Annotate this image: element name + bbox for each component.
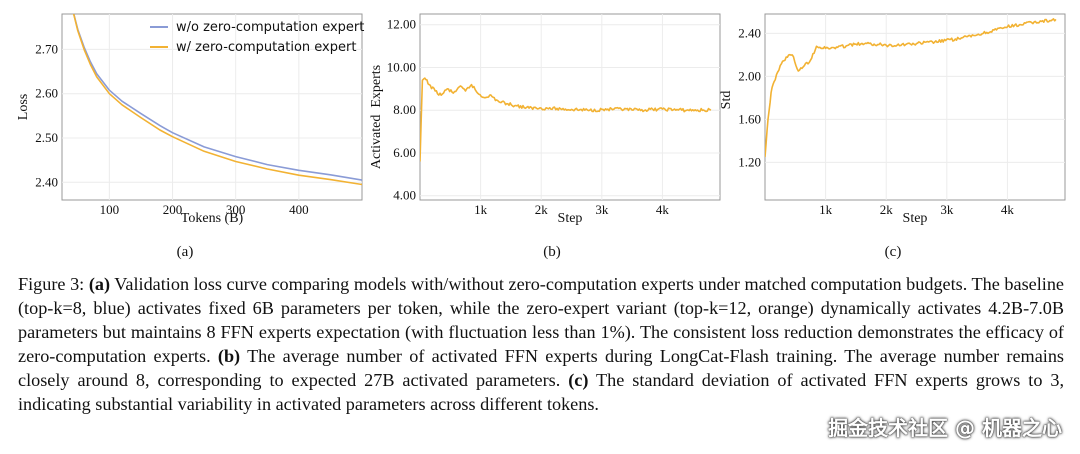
- x-tick-label: 3k: [595, 202, 609, 217]
- y-tick-label: 2.00: [738, 68, 761, 83]
- caption-b-label: (b): [217, 346, 241, 366]
- panel-c-caption-label: (c): [885, 244, 902, 260]
- caption-a-label: (a): [88, 274, 111, 294]
- figure-caption: Figure 3: (a) Validation loss curve comp…: [18, 272, 1064, 416]
- legend-label-without: w/o zero-computation expert: [176, 20, 364, 35]
- panel-a-xlabel: Tokens (B): [181, 211, 244, 226]
- panel-a-plot-area: [61, 13, 363, 201]
- panel-b: 1k 2k 3k 4k 4.00 6.00 8.00 10.00 12.00 Step Act…: [369, 13, 721, 260]
- y-tick-label: 4.00: [393, 188, 416, 203]
- panel-c-xlabel: Step: [903, 211, 928, 226]
- panel-b-series: [420, 77, 712, 162]
- panel-a-series: [72, 14, 362, 186]
- x-tick-label: 200: [163, 202, 183, 217]
- x-tick-label: 2k: [880, 202, 894, 217]
- y-tick-label: 10.00: [387, 59, 416, 74]
- x-tick-label: 4k: [656, 202, 670, 217]
- caption-a-text: Validation loss curve comparing models w…: [18, 274, 1064, 366]
- y-tick-label: 12.00: [387, 17, 416, 32]
- figure-panels: 100 200 300 400 2.40 2.50 2.60 2.70 Tokens (B)…: [16, 13, 1066, 260]
- panel-c-xticks: 1k 2k 3k 4k: [819, 202, 1014, 217]
- caption-prefix: Figure 3:: [18, 274, 89, 294]
- panel-c: 1k 2k 3k 4k 1.20 1.60 2.00 2.40 Step Std (c): [719, 13, 1066, 260]
- caption-c-text: The standard deviation of activated FFN …: [18, 370, 1064, 414]
- panel-c-ylabel: Std: [719, 91, 734, 110]
- panel-a: 100 200 300 400 2.40 2.50 2.60 2.70 Tokens (B)…: [16, 13, 364, 260]
- y-tick-label: 2.50: [35, 130, 58, 145]
- series-line-orange: [72, 14, 362, 186]
- panel-b-xticks: 1k 2k 3k 4k: [474, 202, 669, 217]
- y-tick-label: 6.00: [393, 145, 416, 160]
- x-tick-label: 1k: [819, 202, 833, 217]
- panel-a-xticks: 100 200 300 400: [100, 202, 309, 217]
- panel-a-caption-label: (a): [177, 244, 194, 260]
- y-tick-label: 2.40: [35, 174, 58, 189]
- panel-c-grid: [765, 14, 1065, 200]
- panel-b-xlabel: Step: [558, 211, 583, 226]
- panel-a-ylabel: Loss: [16, 94, 31, 120]
- panel-a-legend: w/o zero-computation expert w/ zero-comp…: [150, 20, 364, 55]
- series-line-blue: [72, 14, 362, 181]
- panel-b-caption-label: (b): [543, 244, 561, 260]
- x-tick-label: 100: [100, 202, 120, 217]
- y-tick-label: 1.60: [738, 111, 761, 126]
- watermark: 掘金技术社区 @ 机器之心: [824, 412, 1066, 441]
- panel-b-yticks: 4.00 6.00 8.00 10.00 12.00: [387, 17, 416, 203]
- y-tick-label: 2.40: [738, 25, 761, 40]
- series-line-orange: [765, 18, 1057, 158]
- panel-a-grid: [62, 14, 362, 200]
- panel-a-yticks: 2.40 2.50 2.60 2.70: [35, 41, 58, 189]
- panel-b-ylabel: Activated Experts: [369, 65, 384, 169]
- caption-b-text: The average number of activated FFN expe…: [18, 346, 1064, 390]
- series-line-orange: [420, 77, 712, 162]
- x-tick-label: 2k: [535, 202, 549, 217]
- panel-c-series: [765, 18, 1057, 158]
- x-tick-label: 300: [226, 202, 246, 217]
- y-tick-label: 2.60: [35, 86, 58, 101]
- y-tick-label: 1.20: [738, 154, 761, 169]
- caption-c-label: (c): [568, 370, 589, 390]
- panel-b-grid: [420, 14, 720, 200]
- y-tick-label: 2.70: [35, 41, 58, 56]
- y-tick-label: 8.00: [393, 102, 416, 117]
- panel-c-plot-area: [764, 13, 1066, 201]
- x-tick-label: 400: [289, 202, 309, 217]
- panel-b-plot-area: [419, 13, 721, 201]
- x-tick-label: 3k: [940, 202, 954, 217]
- legend-label-with: w/ zero-computation expert: [176, 40, 356, 55]
- x-tick-label: 1k: [474, 202, 488, 217]
- panel-c-yticks: 1.20 1.60 2.00 2.40: [738, 25, 761, 169]
- x-tick-label: 4k: [1001, 202, 1015, 217]
